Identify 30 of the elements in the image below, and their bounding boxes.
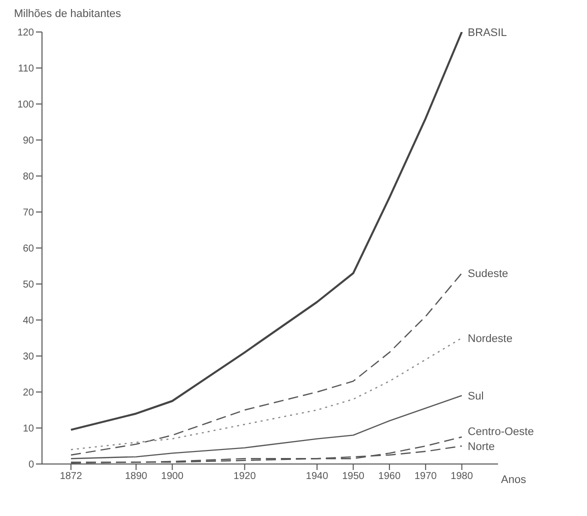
x-tick-label: 1890: [124, 471, 148, 482]
series-label: BRASIL: [468, 27, 507, 39]
y-tick-label: 30: [22, 352, 34, 363]
y-tick-label: 70: [22, 208, 34, 219]
x-tick-label: 1872: [60, 471, 83, 482]
x-tick-label: 1970: [414, 471, 438, 482]
y-tick-label: 90: [22, 136, 34, 147]
y-tick-label: 60: [22, 244, 34, 255]
series-label: Centro-Oeste: [468, 426, 534, 438]
x-axis-title: Anos: [501, 474, 527, 486]
y-tick-label: 0: [28, 460, 34, 471]
y-tick-label: 20: [22, 388, 34, 399]
series-label: Sul: [468, 390, 484, 403]
y-tick-label: 120: [17, 28, 34, 39]
y-tick-label: 110: [18, 64, 34, 75]
y-tick-label: 50: [22, 280, 34, 291]
x-tick-label: 1980: [450, 471, 474, 482]
y-tick-label: 40: [22, 316, 34, 327]
x-tick-label: 1950: [342, 471, 365, 482]
series-label: Sudeste: [468, 268, 508, 280]
x-tick-label: 1960: [378, 471, 401, 482]
series-label: Norte: [468, 441, 495, 453]
y-tick-label: 80: [22, 172, 34, 183]
y-tick-label: 100: [17, 100, 34, 111]
y-tick-label: 10: [22, 424, 34, 435]
x-tick-label: 1940: [306, 471, 329, 482]
y-axis-title: Milhões de habitantes: [13, 8, 122, 22]
x-tick-label: 1900: [161, 471, 184, 482]
series-label: Nordeste: [468, 333, 512, 345]
x-tick-label: 1920: [234, 471, 256, 482]
